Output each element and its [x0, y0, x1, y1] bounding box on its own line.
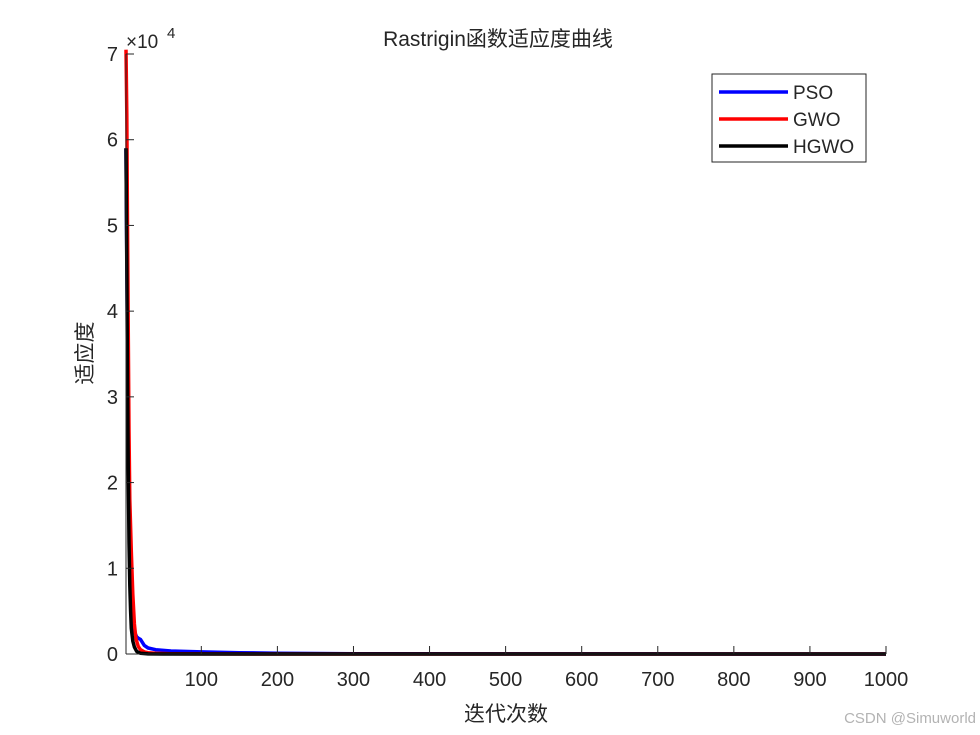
y-tick-label: 0 [107, 644, 118, 666]
legend-label-gwo: GWO [793, 110, 841, 131]
y-tick-label: 5 [107, 215, 118, 237]
chart-title: Rastrigin函数适应度曲线 [383, 28, 613, 51]
y-tick-label: 6 [107, 130, 118, 152]
y-axis-label: 适应度 [74, 322, 97, 385]
x-tick-label: 900 [793, 669, 826, 691]
y-axis-exponent-power: 4 [167, 25, 175, 42]
y-tick-label: 1 [107, 558, 118, 580]
y-axis-exponent: ×10 4 [126, 25, 175, 53]
x-tick-label: 100 [185, 669, 218, 691]
y-tick-label: 3 [107, 387, 118, 409]
watermark: CSDN @Simuworld [844, 710, 976, 727]
y-tick-label: 7 [107, 44, 118, 66]
x-tick-label: 400 [413, 669, 446, 691]
x-tick-label: 600 [565, 669, 598, 691]
x-tick-label: 700 [641, 669, 674, 691]
ticks-layer: 100 200 300 400 500 600 700 800 900 1000 0 1 2 3 4 5 6 7 [107, 44, 908, 691]
x-tick-label: 800 [717, 669, 750, 691]
x-tick-label: 200 [261, 669, 294, 691]
y-tick-label: 2 [107, 473, 118, 495]
x-tick-label: 500 [489, 669, 522, 691]
y-axis-exponent-base: ×10 [126, 32, 158, 53]
legend-label-pso: PSO [793, 83, 833, 104]
legend: PSO GWO HGWO [711, 73, 867, 163]
x-tick-label: 1000 [864, 669, 909, 691]
x-axis-label: 迭代次数 [464, 703, 548, 726]
legend-label-hgwo: HGWO [793, 137, 854, 158]
y-tick-label: 4 [107, 301, 118, 323]
x-tick-label: 300 [337, 669, 370, 691]
